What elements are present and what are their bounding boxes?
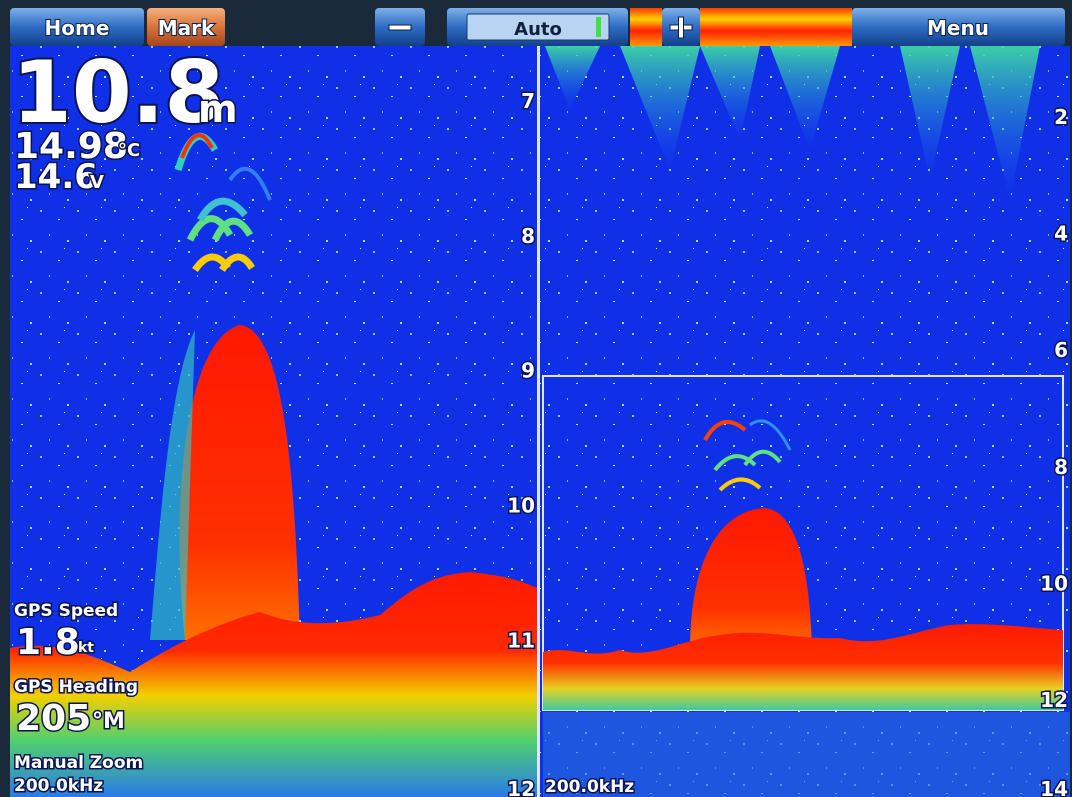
zoom-mode: Manual Zoom [14,753,143,773]
color-strip [700,8,852,46]
gps-speed: 1.8 [16,622,80,663]
voltage: 14.6 [14,157,98,197]
depth: 10.8 [12,43,224,143]
depth-scale-label: 7 [521,89,535,113]
home-button[interactable] [10,8,144,46]
depth-scale-label: 9 [521,359,535,383]
gps-speed-label: GPS Speed [14,601,118,621]
depth-scale-label: 2 [1054,105,1068,129]
mark-button[interactable] [147,8,225,46]
fish-arcs [703,419,792,492]
gain-label[interactable]: Auto [514,19,562,40]
menu-button[interactable] [852,8,1065,46]
below-zoom [543,712,1070,797]
depth-scale-label: 12 [1040,688,1068,712]
frequency: 200.0kHz [545,777,634,797]
mark-label[interactable]: Mark [157,15,216,41]
speed-unit: kt [78,640,94,656]
temp-unit: °C [118,140,140,161]
depth-scale-label: 6 [1054,338,1068,362]
fish-school [179,325,300,640]
voltage-unit: V [90,172,104,193]
depth-scale-label: 8 [1054,455,1068,479]
depth-scale-label: 10 [1040,571,1068,595]
depth-scale-label: 12 [507,777,535,797]
home-label[interactable]: Home [44,15,111,41]
fish-halo [150,330,195,640]
gps-heading: 205 [16,698,91,739]
frequency: 200.0kHz [14,776,103,796]
fish-arcs [174,133,272,273]
plus-icon-v [678,16,684,39]
depth-scale-label: 11 [507,628,535,652]
gps-heading-label: GPS Heading [14,677,138,697]
water-temp: 14.98 [14,126,128,167]
depth-unit: m [198,87,238,131]
left-sonar [10,46,537,797]
depth-scales: 7 8 9 10 11 12 2 4 6 8 10 12 14 [506,88,1070,797]
bottom [543,624,1063,710]
gain-level [596,17,601,37]
divider [537,46,540,797]
minus-icon [388,24,412,31]
gain-field [466,13,610,41]
depth-scale-label: 14 [1040,777,1068,797]
fish-school [690,508,812,650]
toolbar: Home Mark Auto Menu [10,8,1065,46]
surface-clutter [545,46,1040,200]
color-strip [630,8,662,46]
bottom [10,572,537,797]
depth-scale-label: 10 [507,494,535,518]
menu-label[interactable]: Menu [926,15,990,41]
depth-scale-label: 4 [1054,222,1068,246]
right-sonar [540,46,1070,797]
left-readouts: 10.8 m 14.98 °C 14.6 V GPS Speed 1.8 kt … [10,41,239,797]
depth-scale-label: 8 [521,224,535,248]
heading-unit: °M [92,709,125,734]
